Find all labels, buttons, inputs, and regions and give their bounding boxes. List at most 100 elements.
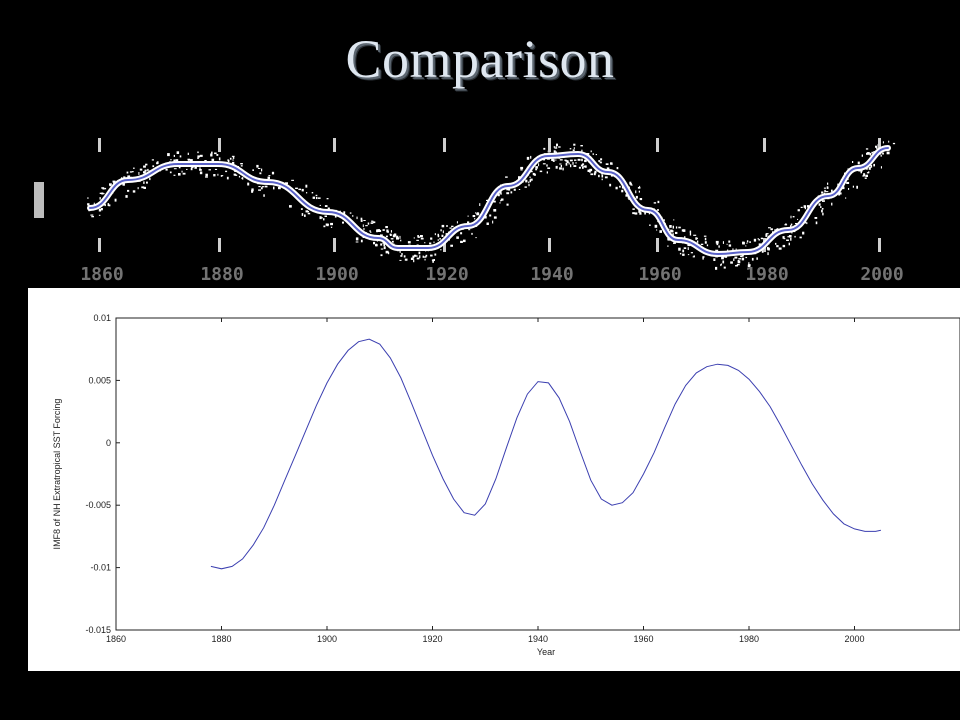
noise-speck — [388, 251, 390, 255]
noise-speck — [190, 167, 193, 171]
noise-speck — [190, 159, 193, 162]
reference-tick — [548, 138, 551, 152]
noise-speck — [334, 215, 337, 218]
noise-speck — [577, 158, 581, 161]
reference-tick — [656, 138, 659, 152]
noise-speck — [806, 222, 808, 225]
noise-speck — [610, 163, 613, 165]
noise-speck — [291, 179, 294, 181]
noise-speck — [818, 203, 821, 206]
noise-speck — [632, 212, 635, 215]
reference-tick — [98, 138, 101, 152]
noise-speck — [876, 146, 878, 149]
noise-speck — [578, 166, 581, 169]
noise-speck — [821, 209, 823, 213]
noise-speck — [782, 244, 786, 248]
noise-speck — [728, 240, 731, 243]
noise-speck — [240, 165, 243, 167]
noise-speck — [396, 237, 399, 240]
noise-speck — [211, 151, 213, 154]
noise-speck — [199, 169, 202, 171]
noise-speck — [360, 219, 363, 222]
noise-speck — [179, 155, 182, 158]
noise-speck — [880, 166, 882, 169]
noise-speck — [450, 244, 453, 247]
noise-speck — [790, 215, 792, 219]
noise-speck — [278, 187, 281, 190]
noise-speck — [467, 215, 469, 217]
noise-speck — [167, 153, 170, 157]
noise-speck — [648, 213, 650, 215]
noise-speck — [546, 164, 548, 167]
noise-speck — [437, 233, 439, 237]
noise-speck — [704, 241, 707, 244]
noise-speck — [529, 179, 532, 183]
noise-speck — [385, 235, 388, 238]
noise-speck — [370, 222, 374, 224]
noise-speck — [144, 169, 147, 172]
noise-speck — [604, 176, 608, 179]
noise-speck — [349, 212, 352, 214]
noise-speck — [493, 209, 497, 212]
noise-speck — [757, 238, 759, 240]
noise-speck — [629, 181, 632, 185]
noise-speck — [217, 173, 219, 176]
reference-tick — [333, 138, 336, 152]
noise-speck — [728, 244, 732, 247]
noise-speck — [422, 255, 424, 258]
y-tick-label: 0.005 — [88, 375, 111, 385]
noise-speck — [499, 202, 501, 204]
noise-speck — [675, 231, 678, 234]
noise-speck — [324, 205, 328, 207]
noise-speck — [104, 187, 107, 190]
noise-speck — [211, 158, 215, 162]
noise-speck — [460, 240, 463, 243]
noise-speck — [594, 170, 597, 174]
noise-speck — [424, 258, 426, 261]
noise-speck — [732, 248, 734, 252]
noise-speck — [390, 230, 392, 233]
noise-speck — [107, 203, 110, 206]
noise-speck — [790, 225, 792, 228]
noise-speck — [573, 143, 576, 146]
noise-speck — [735, 248, 737, 250]
noise-speck — [580, 145, 583, 147]
noise-speck — [369, 230, 371, 232]
noise-speck — [684, 236, 686, 239]
noise-speck — [433, 259, 435, 261]
y-axis-ticks: -0.015 -0.01 -0.005 0 0.005 0.01 — [85, 313, 120, 635]
noise-speck — [574, 159, 577, 161]
x-tick-label: 1980 — [739, 634, 759, 644]
noise-speck — [609, 183, 612, 187]
noise-speck — [327, 207, 330, 210]
noise-speck — [285, 182, 288, 185]
noise-speck — [582, 166, 584, 169]
noise-speck — [399, 250, 401, 253]
noise-speck — [528, 183, 530, 187]
noise-speck — [441, 224, 445, 228]
noise-speck — [583, 165, 586, 168]
noise-speck — [882, 152, 884, 155]
noise-speck — [882, 141, 884, 144]
noise-speck — [389, 234, 392, 236]
noise-speck — [747, 264, 751, 267]
noise-speck — [90, 214, 94, 216]
noise-speck — [420, 237, 424, 240]
noise-speck — [639, 185, 641, 188]
noise-speck — [363, 220, 366, 221]
noise-speck — [410, 257, 414, 260]
noise-speck — [547, 167, 551, 169]
noise-speck — [440, 229, 442, 232]
noise-speck — [506, 203, 509, 206]
noise-speck — [565, 160, 568, 162]
noise-speck — [553, 146, 556, 148]
noise-speck — [555, 146, 557, 148]
noise-speck — [589, 168, 592, 172]
noise-speck — [542, 163, 546, 165]
noise-speck — [446, 225, 448, 227]
noise-speck — [760, 237, 764, 240]
noise-speck — [737, 260, 741, 264]
noise-speck — [380, 254, 383, 257]
noise-speck — [605, 163, 609, 165]
noise-speck — [823, 187, 826, 189]
